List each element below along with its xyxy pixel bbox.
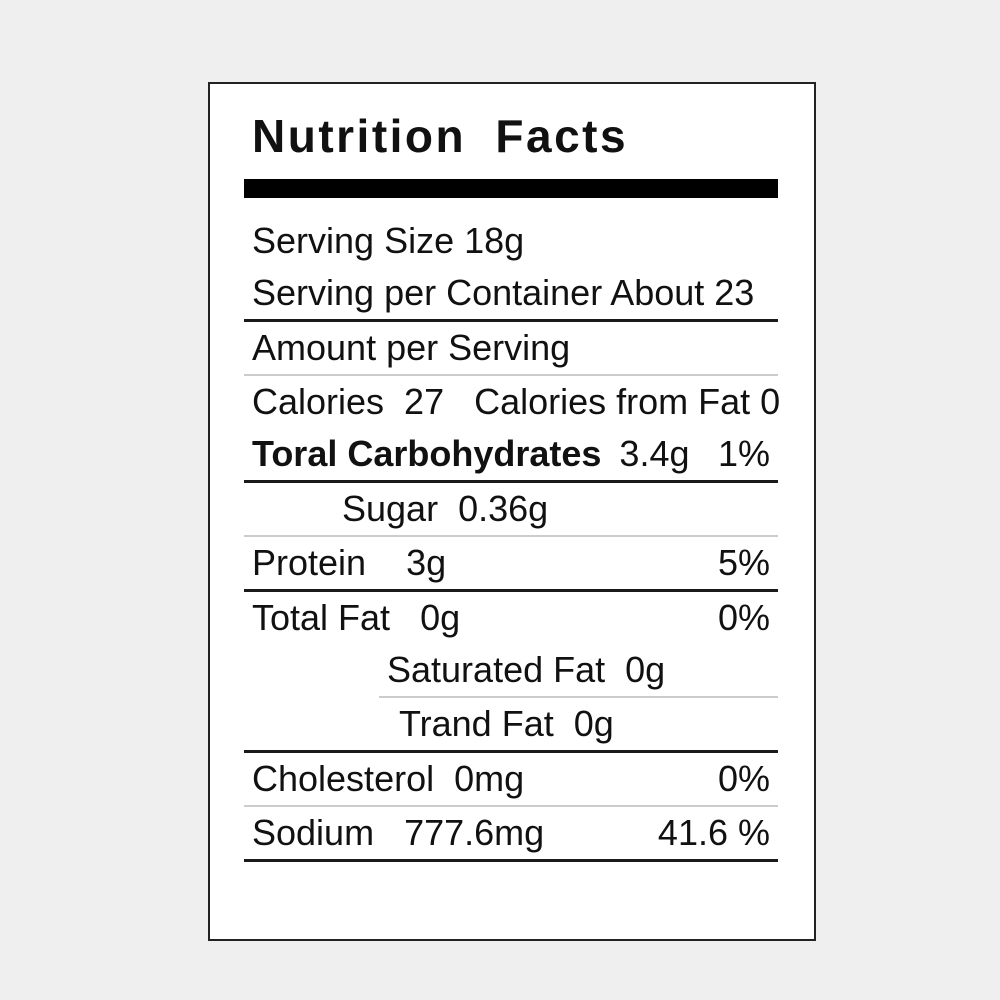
row-sugar: Sugar 0.36g — [244, 483, 778, 535]
divider-dark — [244, 750, 778, 753]
calories-text: Calories 27 Calories from Fat 0 — [252, 381, 781, 422]
row-total-fat: Total Fat 0g 0% — [244, 592, 778, 644]
row-serving-size: Serving Size 18g — [244, 215, 778, 267]
sodium-text: Sodium 777.6mg — [252, 812, 545, 853]
row-total-carbohydrates: Toral Carbohydrates 3.4g 1% — [244, 428, 778, 480]
divider-dark — [244, 589, 778, 592]
total-fat-text: Total Fat 0g — [252, 597, 461, 638]
divider-light-indented — [379, 696, 778, 698]
total-carbohydrates-text: Toral Carbohydrates — [252, 433, 602, 474]
divider-light — [244, 374, 778, 376]
divider-dark — [244, 319, 778, 322]
row-protein: Protein 3g 5% — [244, 537, 778, 589]
trans-fat-text: Trand Fat 0g — [399, 703, 614, 744]
sugar-text: Sugar 0.36g — [342, 488, 549, 529]
row-cholesterol: Cholesterol 0mg 0% — [244, 753, 778, 805]
divider-dark — [244, 480, 778, 483]
saturated-fat-text: Saturated Fat 0g — [387, 649, 666, 690]
serving-size-text: Serving Size 18g — [252, 220, 525, 261]
title-separator-bar — [244, 179, 778, 198]
cholesterol-percent: 0% — [717, 758, 770, 799]
row-amount-per-serving: Amount per Serving — [244, 322, 778, 374]
row-sodium: Sodium 777.6mg 41.6 % — [244, 807, 778, 859]
total-carbohydrates-percent: 1% — [717, 433, 770, 474]
divider-light — [244, 535, 778, 537]
row-calories: Calories 27 Calories from Fat 0 — [244, 376, 781, 428]
row-trans-fat: Trand Fat 0g — [244, 698, 778, 750]
label-content: Nutrition Facts Serving Size 18g Serving… — [210, 84, 814, 862]
label-title: Nutrition Facts — [252, 110, 629, 162]
total-carbohydrates-value: 3.4g — [619, 433, 690, 474]
divider-light — [244, 805, 778, 807]
protein-text: Protein 3g — [252, 542, 447, 583]
nutrition-facts-label: Nutrition Facts Serving Size 18g Serving… — [208, 82, 816, 941]
serving-per-container-text: Serving per Container About 23 — [252, 272, 755, 313]
row-serving-per-container: Serving per Container About 23 — [244, 267, 778, 319]
sodium-percent: 41.6 % — [657, 812, 770, 853]
protein-percent: 5% — [717, 542, 770, 583]
total-fat-percent: 0% — [717, 597, 770, 638]
row-saturated-fat: Saturated Fat 0g — [244, 644, 778, 696]
divider-dark — [244, 859, 778, 862]
cholesterol-text: Cholesterol 0mg — [252, 758, 525, 799]
nutrition-rows: Serving Size 18g Serving per Container A… — [244, 215, 781, 862]
amount-per-serving-text: Amount per Serving — [252, 327, 571, 368]
